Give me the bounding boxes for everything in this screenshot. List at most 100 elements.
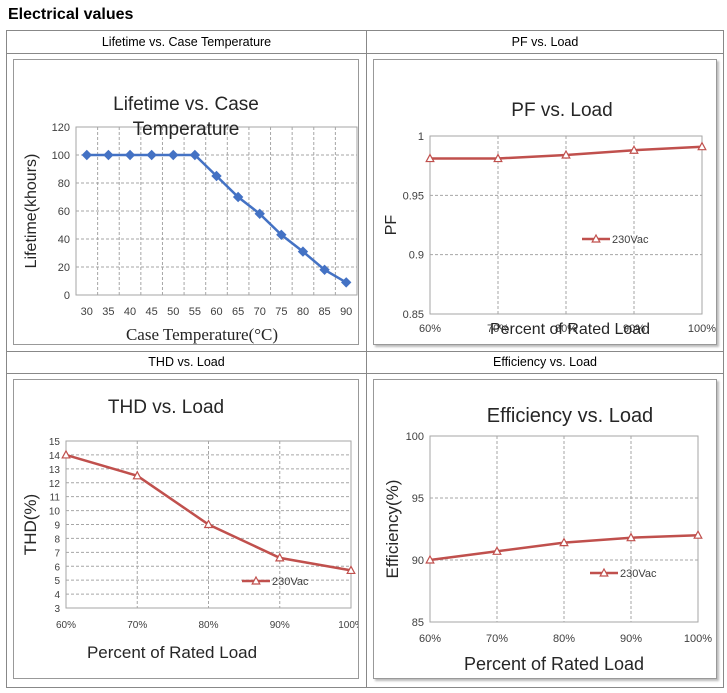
eff-data-point: [425, 554, 435, 564]
efficiency-chart-frame: 85 90 95 100 60% 70% 80% 90% 100% Efficiency vs. …: [373, 379, 717, 679]
pf-x-tick-label: 100%: [688, 323, 716, 335]
pf-data-point: [697, 141, 707, 151]
thd-y-tick-label: 15: [49, 437, 61, 448]
pf-chart-title: PF vs. Load: [511, 100, 612, 121]
thd-data-point: [346, 565, 356, 575]
lifetime-chart-title: Temperature: [133, 119, 240, 140]
lifetime-data-point: [124, 149, 136, 161]
lifetime-y-tick-label: 40: [58, 234, 70, 246]
thd-y-tick-label: 8: [54, 534, 60, 545]
lifetime-chart: 0 20 40 60 80 100 120 30 35 40 45 50 55 60 65 70 75 80 85 9…: [23, 94, 358, 344]
lifetime-x-tick-label: 65: [232, 306, 244, 318]
thd-chart: 3 4 5 6 7 8 9 10 11 12 13 14 15 60% 70% 80% 90% 100% THD v…: [21, 397, 364, 662]
thd-y-tick-label: 11: [50, 493, 61, 504]
pf-data-point: [425, 153, 435, 163]
eff-data-point: [492, 546, 502, 555]
eff-data-point: [559, 537, 569, 547]
thd-y-tick-label: 10: [49, 507, 61, 518]
lifetime-x-tick-label: 55: [189, 306, 201, 318]
lifetime-x-tick-label: 80: [297, 306, 309, 318]
thd-x-tick-label: 70%: [127, 620, 147, 631]
lifetime-data-point: [319, 264, 330, 276]
lifetime-data-point: [297, 246, 309, 257]
thd-data-point: [132, 470, 143, 480]
thd-legend-marker: [251, 575, 261, 585]
cell-title-efficiency: Efficiency vs. Load: [493, 355, 597, 369]
eff-chart-title: Efficiency vs. Load: [487, 405, 653, 427]
lifetime-x-tick-label: 90: [340, 306, 352, 318]
eff-legend-marker: [599, 567, 609, 577]
thd-x-axis-label: Percent of Rated Load: [87, 643, 257, 662]
lifetime-x-tick-label: 75: [275, 306, 287, 318]
eff-x-tick-label: 60%: [419, 633, 441, 645]
pf-chart: 0.85 0.9 0.95 1 60% 70% 80% 90% 100% PF vs. Load P…: [383, 100, 716, 338]
charts-table: Lifetime vs. Case Temperature PF vs. Loa…: [6, 30, 724, 688]
pf-data-point: [561, 149, 571, 159]
thd-y-tick-label: 9: [54, 521, 60, 532]
lifetime-chart-title: Lifetime vs. Case: [113, 94, 259, 115]
lifetime-y-tick-label: 80: [58, 178, 70, 190]
pf-data-point: [629, 144, 639, 154]
lifetime-x-tick-label: 40: [124, 306, 136, 318]
lifetime-data-point: [232, 191, 244, 203]
thd-legend-label: 230Vac: [272, 576, 309, 588]
pf-y-axis-label: PF: [383, 215, 400, 236]
lifetime-data-point: [254, 208, 265, 220]
eff-y-tick-label: 100: [406, 431, 424, 443]
lifetime-x-tick-label: 70: [254, 306, 266, 318]
pf-x-tick-label: 80%: [555, 323, 577, 335]
lifetime-data-point: [81, 149, 93, 161]
lifetime-data-point: [168, 149, 179, 161]
lifetime-y-axis-label: Lifetime(khours): [23, 154, 40, 269]
lifetime-y-tick-label: 100: [52, 150, 70, 162]
page-title: Electrical values: [8, 6, 134, 23]
lifetime-y-tick-label: 60: [58, 206, 70, 218]
pf-x-tick-label: 90%: [623, 323, 645, 335]
table-divider-middle: [7, 351, 723, 352]
thd-x-tick-label: 80%: [198, 620, 218, 631]
lifetime-y-tick-label: 120: [52, 122, 70, 134]
thd-y-axis-label: THD(%): [21, 494, 40, 555]
pf-x-tick-label: 70%: [487, 323, 509, 335]
lifetime-y-tick-label: 0: [64, 290, 70, 302]
table-divider-row1-header: [7, 53, 723, 54]
eff-x-tick-label: 100%: [684, 633, 712, 645]
lifetime-data-point: [189, 149, 201, 161]
thd-data-point: [274, 552, 285, 562]
lifetime-x-tick-label: 30: [81, 306, 93, 318]
thd-y-tick-label: 3: [54, 604, 60, 615]
thd-data-point: [61, 449, 71, 459]
thd-chart-title: THD vs. Load: [108, 397, 224, 418]
cell-title-pf: PF vs. Load: [511, 35, 579, 49]
cell-title-thd: THD vs. Load: [148, 355, 225, 369]
pf-x-tick-label: 60%: [419, 323, 441, 335]
thd-chart-frame: 3 4 5 6 7 8 9 10 11 12 13 14 15 60% 70% 80% 90% 100% THD v…: [13, 379, 364, 679]
lifetime-data-point: [103, 149, 114, 161]
thd-y-tick-label: 14: [49, 451, 61, 462]
thd-x-tick-label: 100%: [338, 620, 358, 631]
eff-data-point: [693, 529, 703, 539]
thd-y-tick-label: 5: [54, 576, 60, 587]
table-divider-row2-header: [7, 373, 723, 374]
eff-legend-label: 230Vac: [620, 568, 657, 580]
thd-x-tick-label: 60%: [56, 620, 76, 631]
pf-x-axis-label: Percent of Rated Load: [490, 321, 650, 338]
eff-y-tick-label: 95: [412, 493, 424, 505]
pf-y-tick-label: 0.95: [403, 190, 424, 202]
eff-y-axis-label: Efficiency(%): [383, 480, 402, 579]
eff-data-point: [626, 532, 636, 542]
lifetime-x-tick-label: 45: [146, 306, 158, 318]
thd-y-tick-label: 13: [49, 465, 61, 476]
lifetime-data-point: [276, 229, 287, 241]
pf-legend-label: 230Vac: [612, 234, 649, 246]
eff-x-tick-label: 90%: [620, 633, 642, 645]
lifetime-data-point: [146, 149, 157, 161]
efficiency-chart: 85 90 95 100 60% 70% 80% 90% 100% Efficiency vs. …: [383, 405, 712, 674]
pf-chart-frame: 0.85 0.9 0.95 1 60% 70% 80% 90% 100% PF vs. Load P…: [373, 59, 717, 345]
lifetime-x-tick-label: 35: [102, 306, 114, 318]
pf-data-point: [493, 153, 503, 163]
table-divider-vertical: [366, 31, 367, 687]
thd-y-tick-label: 7: [54, 548, 60, 559]
eff-x-tick-label: 70%: [486, 633, 508, 645]
cell-title-lifetime: Lifetime vs. Case Temperature: [101, 35, 272, 49]
